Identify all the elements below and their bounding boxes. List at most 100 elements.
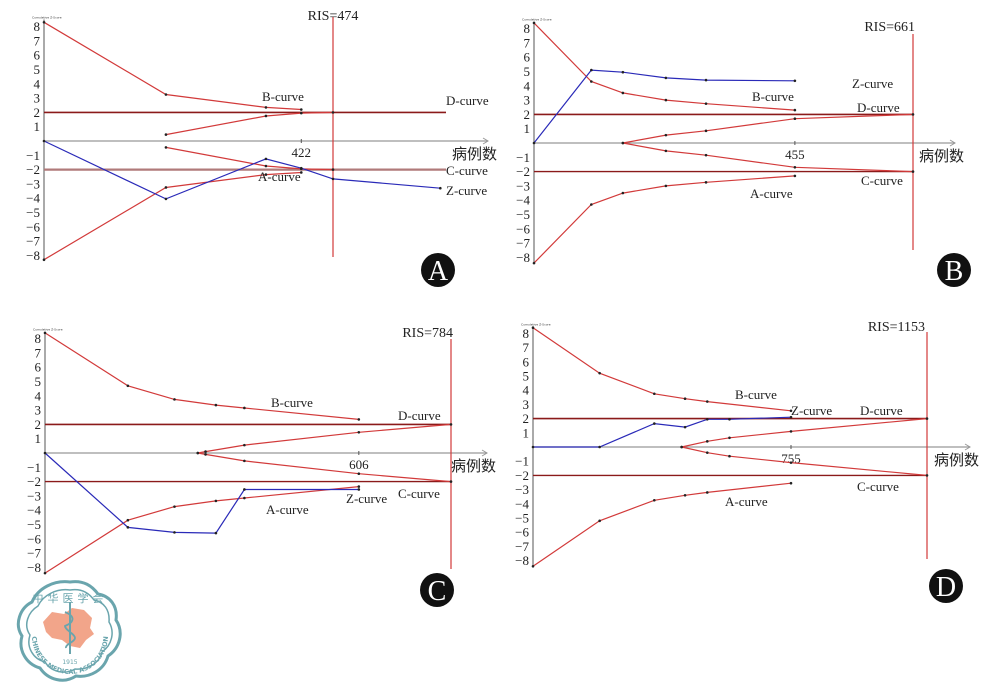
curve-label-d: D-curve: [446, 93, 489, 108]
data-point: [793, 174, 797, 178]
curve-label-z: Z-curve: [346, 491, 387, 506]
data-point: [43, 571, 47, 575]
curve-label-d: D-curve: [398, 408, 441, 423]
y-tick-label: 6: [34, 48, 41, 63]
data-point: [789, 430, 793, 433]
y-tick-label: 8: [523, 326, 530, 341]
x-axis-label: 病例数: [919, 147, 964, 165]
data-point: [590, 68, 593, 72]
data-point: [664, 184, 668, 188]
series-b-curve: [532, 327, 792, 412]
data-point: [793, 108, 797, 112]
data-point: [664, 98, 668, 102]
panel-badge-letter: D: [936, 572, 956, 603]
y-tick-label: −2: [515, 468, 529, 483]
data-point: [705, 418, 709, 421]
ris-label: RIS=661: [864, 20, 915, 35]
data-point: [621, 191, 625, 195]
y-tick-label: 7: [523, 340, 530, 355]
x-axis-label: 病例数: [451, 457, 496, 475]
curve-label-c: C-curve: [861, 173, 903, 188]
y-tick-label: 1: [35, 431, 42, 446]
curve-label-b: B-curve: [262, 89, 304, 104]
panel-badge-letter: B: [945, 256, 964, 287]
data-point: [704, 129, 708, 133]
data-point: [789, 409, 793, 413]
y-tick-label: −4: [515, 496, 529, 511]
curve-label-b: B-curve: [271, 395, 313, 410]
data-point: [531, 445, 535, 449]
data-point: [532, 141, 536, 145]
logo-ring: [16, 580, 122, 682]
logo-top-text: 中华医学会: [33, 591, 108, 605]
series-d-inner: [197, 423, 452, 454]
data-point: [590, 80, 593, 83]
data-point: [357, 485, 361, 488]
data-point: [789, 461, 793, 464]
y-tick-label: 2: [34, 105, 41, 120]
y-tick-label: 1: [523, 425, 530, 440]
y-tick-label: −8: [515, 553, 529, 568]
panel-badge: [421, 253, 455, 287]
data-point: [164, 197, 168, 201]
data-point: [331, 168, 335, 171]
data-point: [331, 177, 335, 181]
data-point: [243, 459, 246, 463]
y-tick-label: −6: [515, 525, 529, 540]
y-tick-label: 1: [524, 121, 531, 136]
curve-label-a: A-curve: [750, 186, 793, 201]
data-point: [705, 400, 709, 403]
y-tick-label: −5: [516, 207, 530, 222]
y-axis-title: Cumulative Z-Score: [521, 323, 551, 327]
data-point: [214, 531, 218, 535]
y-tick-label: −5: [26, 205, 40, 220]
data-point: [653, 392, 656, 396]
series-c-inner: [165, 146, 334, 171]
data-point: [705, 440, 709, 443]
data-point: [42, 21, 46, 24]
y-tick-label: −7: [516, 236, 530, 251]
data-point: [925, 417, 929, 420]
x-axis-arrow-icon: [964, 443, 971, 451]
y-tick-label: 2: [524, 107, 531, 122]
data-point: [264, 114, 268, 118]
data-point: [264, 157, 268, 161]
series-c-inner: [681, 446, 928, 476]
data-point: [621, 91, 625, 95]
y-axis-title: Cumulative Z-Score: [33, 328, 63, 332]
curve-label-a: A-curve: [725, 494, 768, 509]
y-tick-label: 4: [524, 78, 531, 93]
x-tick-label: 606: [349, 457, 369, 472]
data-point: [664, 149, 668, 153]
data-point: [43, 331, 47, 335]
y-tick-label: 4: [35, 388, 42, 403]
curve-label-b: B-curve: [752, 89, 794, 104]
data-point: [704, 181, 708, 184]
data-point: [793, 79, 797, 83]
series-a-curve: [532, 482, 792, 567]
data-point: [683, 493, 687, 497]
curve-label-b: B-curve: [735, 387, 777, 402]
y-tick-label: −7: [27, 546, 41, 561]
data-point: [164, 186, 168, 189]
y-tick-label: 5: [523, 369, 530, 384]
series-c-inner: [197, 452, 452, 483]
y-tick-label: −8: [26, 248, 40, 263]
y-tick-label: 6: [35, 360, 42, 375]
data-point: [598, 445, 601, 449]
x-tick-label: 422: [292, 145, 312, 160]
data-point: [621, 141, 625, 145]
y-tick-label: 3: [523, 397, 530, 412]
data-point: [164, 133, 168, 136]
y-tick-label: 4: [34, 76, 41, 91]
x-axis-arrow-icon: [949, 139, 956, 147]
series-c-inner: [622, 142, 914, 173]
data-point: [449, 423, 453, 426]
y-tick-label: −8: [27, 560, 41, 575]
ris-label: RIS=474: [308, 9, 359, 24]
data-point: [439, 186, 442, 190]
series-d-inner: [165, 111, 334, 136]
series-a-curve: [44, 486, 359, 574]
